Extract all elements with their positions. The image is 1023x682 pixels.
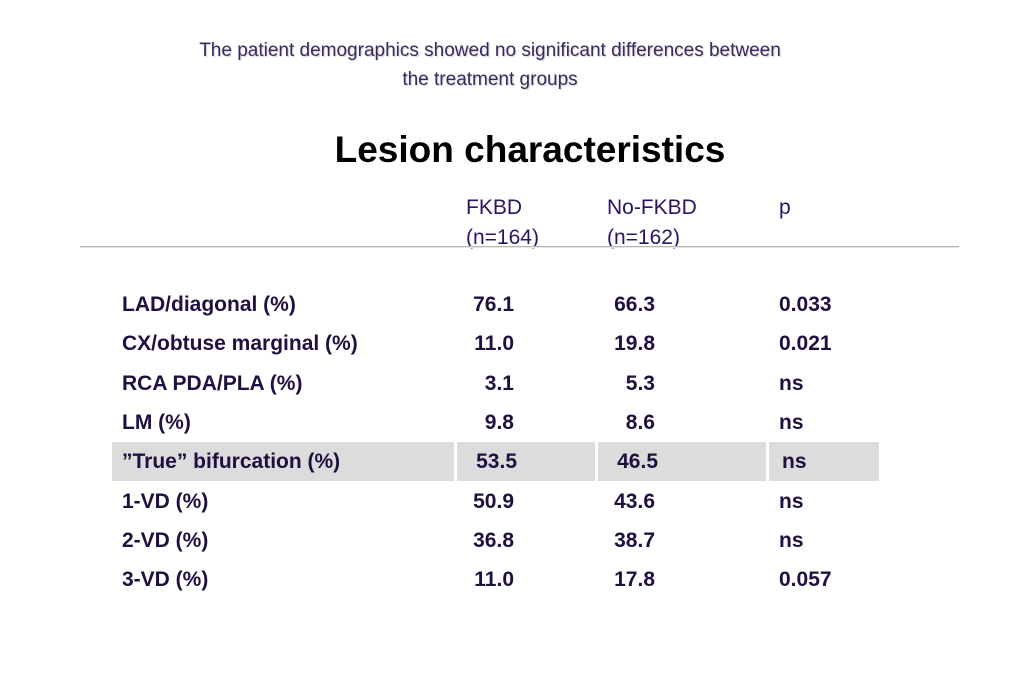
table-row: 1-VD (%) 50.9 43.6 ns [112,482,879,521]
cell-nofkbd: 8.6 [625,410,655,434]
row-label-wrap: LM (%) [112,403,454,442]
cell-nofkbd-wrap: 19.8 [595,324,766,363]
cell-p-value-wrap: 0.033 [766,285,879,324]
cell-fkbd-wrap: 36.8 [454,521,595,560]
cell-nofkbd: 5.3 [625,371,655,395]
row-label-wrap: RCA PDA/PLA (%) [112,364,454,403]
cell-nofkbd-wrap: 38.7 [595,521,766,560]
column-header-fkbd-name: FKBD [466,196,523,219]
cell-fkbd: 11.0 [474,568,514,592]
cell-fkbd: 3.1 [484,371,514,395]
row-label: RCA PDA/PLA (%) [122,371,303,395]
column-header-nofkbd: No-FKBD (n=162) [607,193,697,253]
column-header-nofkbd-n: (n=162) [607,226,680,249]
column-header-nofkbd-name: No-FKBD [607,196,697,219]
cell-nofkbd-wrap: 8.6 [595,403,766,442]
cell-p-value: 0.033 [779,293,832,316]
cell-p-value-wrap: 0.021 [766,324,879,363]
row-label-wrap: 2-VD (%) [112,521,454,560]
cell-p-value-wrap: ns [766,442,879,482]
cell-nofkbd-wrap: 43.6 [595,482,766,521]
cell-p-value-wrap: 0.057 [766,560,879,599]
cell-fkbd-wrap: 76.1 [454,285,595,324]
row-label: LM (%) [122,410,191,434]
row-label-wrap: ”True” bifurcation (%) [112,442,454,481]
slide-title: Lesion characteristics [334,129,726,170]
row-label: LAD/diagonal (%) [122,293,296,316]
cell-fkbd: 76.1 [473,293,514,316]
cell-nofkbd: 43.6 [614,489,655,513]
table-row: RCA PDA/PLA (%) 3.1 5.3 ns [112,364,879,403]
cell-nofkbd: 46.5 [617,450,658,474]
row-label: 1-VD (%) [122,489,209,513]
row-label: ”True” bifurcation (%) [122,450,341,474]
cell-nofkbd-wrap: 5.3 [595,364,766,403]
cell-p-value: ns [782,450,807,474]
cell-p-value: 0.057 [779,568,832,592]
column-header-p-name: p [779,196,791,219]
table-row: 3-VD (%) 11.0 17.8 0.057 [112,560,879,599]
row-label: CX/obtuse marginal (%) [122,332,358,356]
table-row: ”True” bifurcation (%) 53.5 46.5 ns [112,442,879,482]
column-header-p: p [779,193,791,223]
cell-p-value-wrap: ns [766,403,879,442]
cell-nofkbd-wrap: 46.5 [595,442,766,482]
table-row: CX/obtuse marginal (%) 11.0 19.8 0.021 [112,324,879,363]
table-row: LM (%) 9.8 8.6 ns [112,403,879,442]
cell-nofkbd: 66.3 [614,293,655,316]
subtitle-line-1: The patient demographics showed no signi… [199,40,781,61]
cell-fkbd: 9.8 [484,410,514,434]
subtitle-line-2: the treatment groups [402,69,578,90]
cell-nofkbd: 38.7 [614,528,655,552]
column-header-fkbd-n: (n=164) [466,226,539,249]
header-divider [80,246,959,247]
cell-fkbd-wrap: 50.9 [454,482,595,521]
cell-p-value-wrap: ns [766,364,879,403]
row-label-wrap: 3-VD (%) [112,560,454,599]
column-header-fkbd: FKBD (n=164) [466,193,539,253]
cell-fkbd-wrap: 53.5 [454,442,595,482]
cell-fkbd-wrap: 11.0 [454,324,595,363]
cell-nofkbd-wrap: 66.3 [595,285,766,324]
cell-fkbd: 11.0 [474,332,514,356]
cell-p-value-wrap: ns [766,521,879,560]
subtitle: The patient demographics showed no signi… [130,36,850,94]
cell-fkbd: 53.5 [476,450,517,474]
cell-nofkbd-wrap: 17.8 [595,560,766,599]
cell-fkbd-wrap: 11.0 [454,560,595,599]
cell-p-value: ns [779,489,804,513]
cell-p-value-wrap: ns [766,482,879,521]
row-label: 3-VD (%) [122,568,209,592]
row-label-wrap: 1-VD (%) [112,482,454,521]
table-row: 2-VD (%) 36.8 38.7 ns [112,521,879,560]
cell-nofkbd: 17.8 [614,568,655,592]
table-row: LAD/diagonal (%) 76.1 66.3 0.033 [112,285,879,324]
cell-p-value: ns [779,371,804,395]
cell-p-value: 0.021 [779,332,832,356]
row-label-wrap: LAD/diagonal (%) [112,285,454,324]
cell-fkbd-wrap: 9.8 [454,403,595,442]
cell-fkbd: 50.9 [473,489,514,513]
cell-p-value: ns [779,528,804,552]
row-label: 2-VD (%) [122,528,209,552]
cell-nofkbd: 19.8 [614,332,655,356]
cell-fkbd: 36.8 [473,528,514,552]
cell-p-value: ns [779,410,804,434]
row-label-wrap: CX/obtuse marginal (%) [112,324,454,363]
cell-fkbd-wrap: 3.1 [454,364,595,403]
